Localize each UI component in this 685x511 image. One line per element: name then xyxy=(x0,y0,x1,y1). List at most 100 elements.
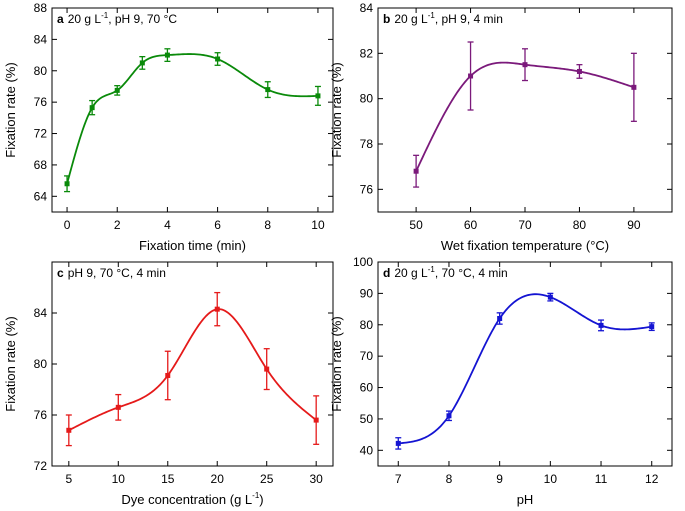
panel-letter: d xyxy=(383,266,390,280)
x-tick-label: 90 xyxy=(627,218,641,232)
data-point xyxy=(64,181,70,187)
panel-label: c pH 9, 70 °C, 4 min xyxy=(57,266,166,280)
panel-c: 5 10 15 20 25 30 72 76 80 84 Fixation rate (%) Dye … xyxy=(3,261,334,507)
y-tick-label: 80 xyxy=(34,357,48,371)
panel-condition: 20 g L xyxy=(394,12,428,26)
x-axis-label-sup: -1 xyxy=(252,491,260,500)
data-point xyxy=(522,62,528,68)
y-tick-label: 60 xyxy=(360,381,374,395)
data-point xyxy=(315,93,321,99)
x-tick-label: 25 xyxy=(260,472,274,486)
data-point xyxy=(631,84,637,90)
y-tick-label: 80 xyxy=(360,92,374,106)
x-tick-label: 11 xyxy=(595,472,608,486)
y-tick-label: 80 xyxy=(360,318,374,332)
panel-letter: a xyxy=(57,12,64,26)
x-tick-label: 0 xyxy=(64,218,71,232)
data-point xyxy=(446,413,452,419)
x-tick-label: 4 xyxy=(164,218,171,232)
plot-frame xyxy=(51,261,334,467)
y-tick-label: 64 xyxy=(34,189,48,203)
y-tick-label: 72 xyxy=(34,459,48,473)
y-axis-label: Fixation rate (%) xyxy=(3,316,18,411)
y-tick-label: 70 xyxy=(360,349,374,363)
y-tick-label: 84 xyxy=(360,1,374,15)
x-tick-label: 80 xyxy=(573,218,587,232)
y-axis-label: Fixation rate (%) xyxy=(329,62,344,157)
panel-d: 7 8 9 10 11 12 40 50 60 70 80 90 100 Fixation rate (%… xyxy=(329,255,673,507)
panel-b: 50 60 70 80 90 76 78 80 82 84 Fixation rate (%) Wet… xyxy=(329,1,673,253)
x-axis-label-end: ) xyxy=(259,492,263,507)
x-tick-label: 2 xyxy=(114,218,121,232)
x-tick-label: 30 xyxy=(309,472,323,486)
y-tick-label: 76 xyxy=(34,408,48,422)
panel-label: a 20 g L-1, pH 9, 70 °C xyxy=(57,11,177,26)
y-tick-label: 84 xyxy=(34,32,48,46)
x-tick-label: 6 xyxy=(214,218,221,232)
series-line xyxy=(68,308,317,432)
y-axis-label: Fixation rate (%) xyxy=(3,62,18,157)
panel-condition: pH 9, 70 °C, 4 min xyxy=(68,266,166,280)
data-point xyxy=(215,56,221,62)
x-axis-label: Wet fixation temperature (°C) xyxy=(441,238,609,253)
y-tick-label: 84 xyxy=(34,306,48,320)
x-axis-label: pH xyxy=(517,492,534,507)
panel-letter: b xyxy=(383,12,390,26)
y-tick-label: 76 xyxy=(34,95,48,109)
y-tick-label: 78 xyxy=(360,137,374,151)
panel-condition-sup: -1 xyxy=(428,11,436,20)
data-point xyxy=(413,168,419,174)
x-tick-label: 10 xyxy=(311,218,325,232)
x-tick-label: 20 xyxy=(211,472,225,486)
data-point xyxy=(313,417,319,423)
x-tick-label: 50 xyxy=(409,218,423,232)
y-tick-label: 100 xyxy=(353,255,373,269)
panel-condition-rest: , 70 °C, 4 min xyxy=(435,266,508,280)
x-tick-label: 7 xyxy=(395,472,402,486)
plot-frame xyxy=(377,261,673,467)
y-tick-label: 90 xyxy=(360,286,374,300)
data-point xyxy=(139,60,145,66)
data-point xyxy=(115,404,121,410)
x-tick-label: 8 xyxy=(264,218,271,232)
panel-condition-rest: , pH 9, 4 min xyxy=(435,12,503,26)
y-tick-label: 82 xyxy=(360,46,374,60)
x-tick-label: 12 xyxy=(645,472,659,486)
panel-label: b 20 g L-1, pH 9, 4 min xyxy=(383,11,503,26)
series-line xyxy=(66,53,318,184)
x-tick-label: 60 xyxy=(464,218,478,232)
y-tick-label: 72 xyxy=(34,127,48,141)
data-point xyxy=(598,322,604,328)
data-point xyxy=(649,324,655,330)
x-axis-label: Dye concentration (g L-1) xyxy=(121,491,263,507)
panel-condition-rest: , pH 9, 70 °C xyxy=(108,12,177,26)
panel-condition-sup: -1 xyxy=(101,11,109,20)
x-tick-label: 70 xyxy=(518,218,532,232)
y-tick-label: 88 xyxy=(34,1,48,15)
x-tick-label: 10 xyxy=(112,472,126,486)
y-tick-label: 80 xyxy=(34,64,48,78)
panel-label: d 20 g L-1, 70 °C, 4 min xyxy=(383,265,508,280)
y-tick-label: 40 xyxy=(360,443,374,457)
data-point xyxy=(164,52,170,58)
x-tick-label: 10 xyxy=(544,472,558,486)
series-line xyxy=(398,293,652,445)
data-point xyxy=(576,68,582,74)
x-tick-label: 8 xyxy=(446,472,453,486)
panel-letter: c xyxy=(57,266,64,280)
y-tick-label: 76 xyxy=(360,182,374,196)
data-point xyxy=(265,87,271,93)
y-tick-label: 50 xyxy=(360,412,374,426)
data-point xyxy=(497,315,503,321)
x-axis-label-main: Dye concentration (g L xyxy=(121,492,252,507)
data-point xyxy=(214,306,220,312)
data-point xyxy=(66,427,72,433)
x-tick-label: 5 xyxy=(65,472,72,486)
plot-frame xyxy=(377,7,673,213)
x-axis-label: Fixation time (min) xyxy=(139,238,246,253)
data-point xyxy=(89,105,95,111)
y-axis-label: Fixation rate (%) xyxy=(329,316,344,411)
data-point xyxy=(114,87,120,93)
panel-condition: 20 g L xyxy=(394,266,428,280)
